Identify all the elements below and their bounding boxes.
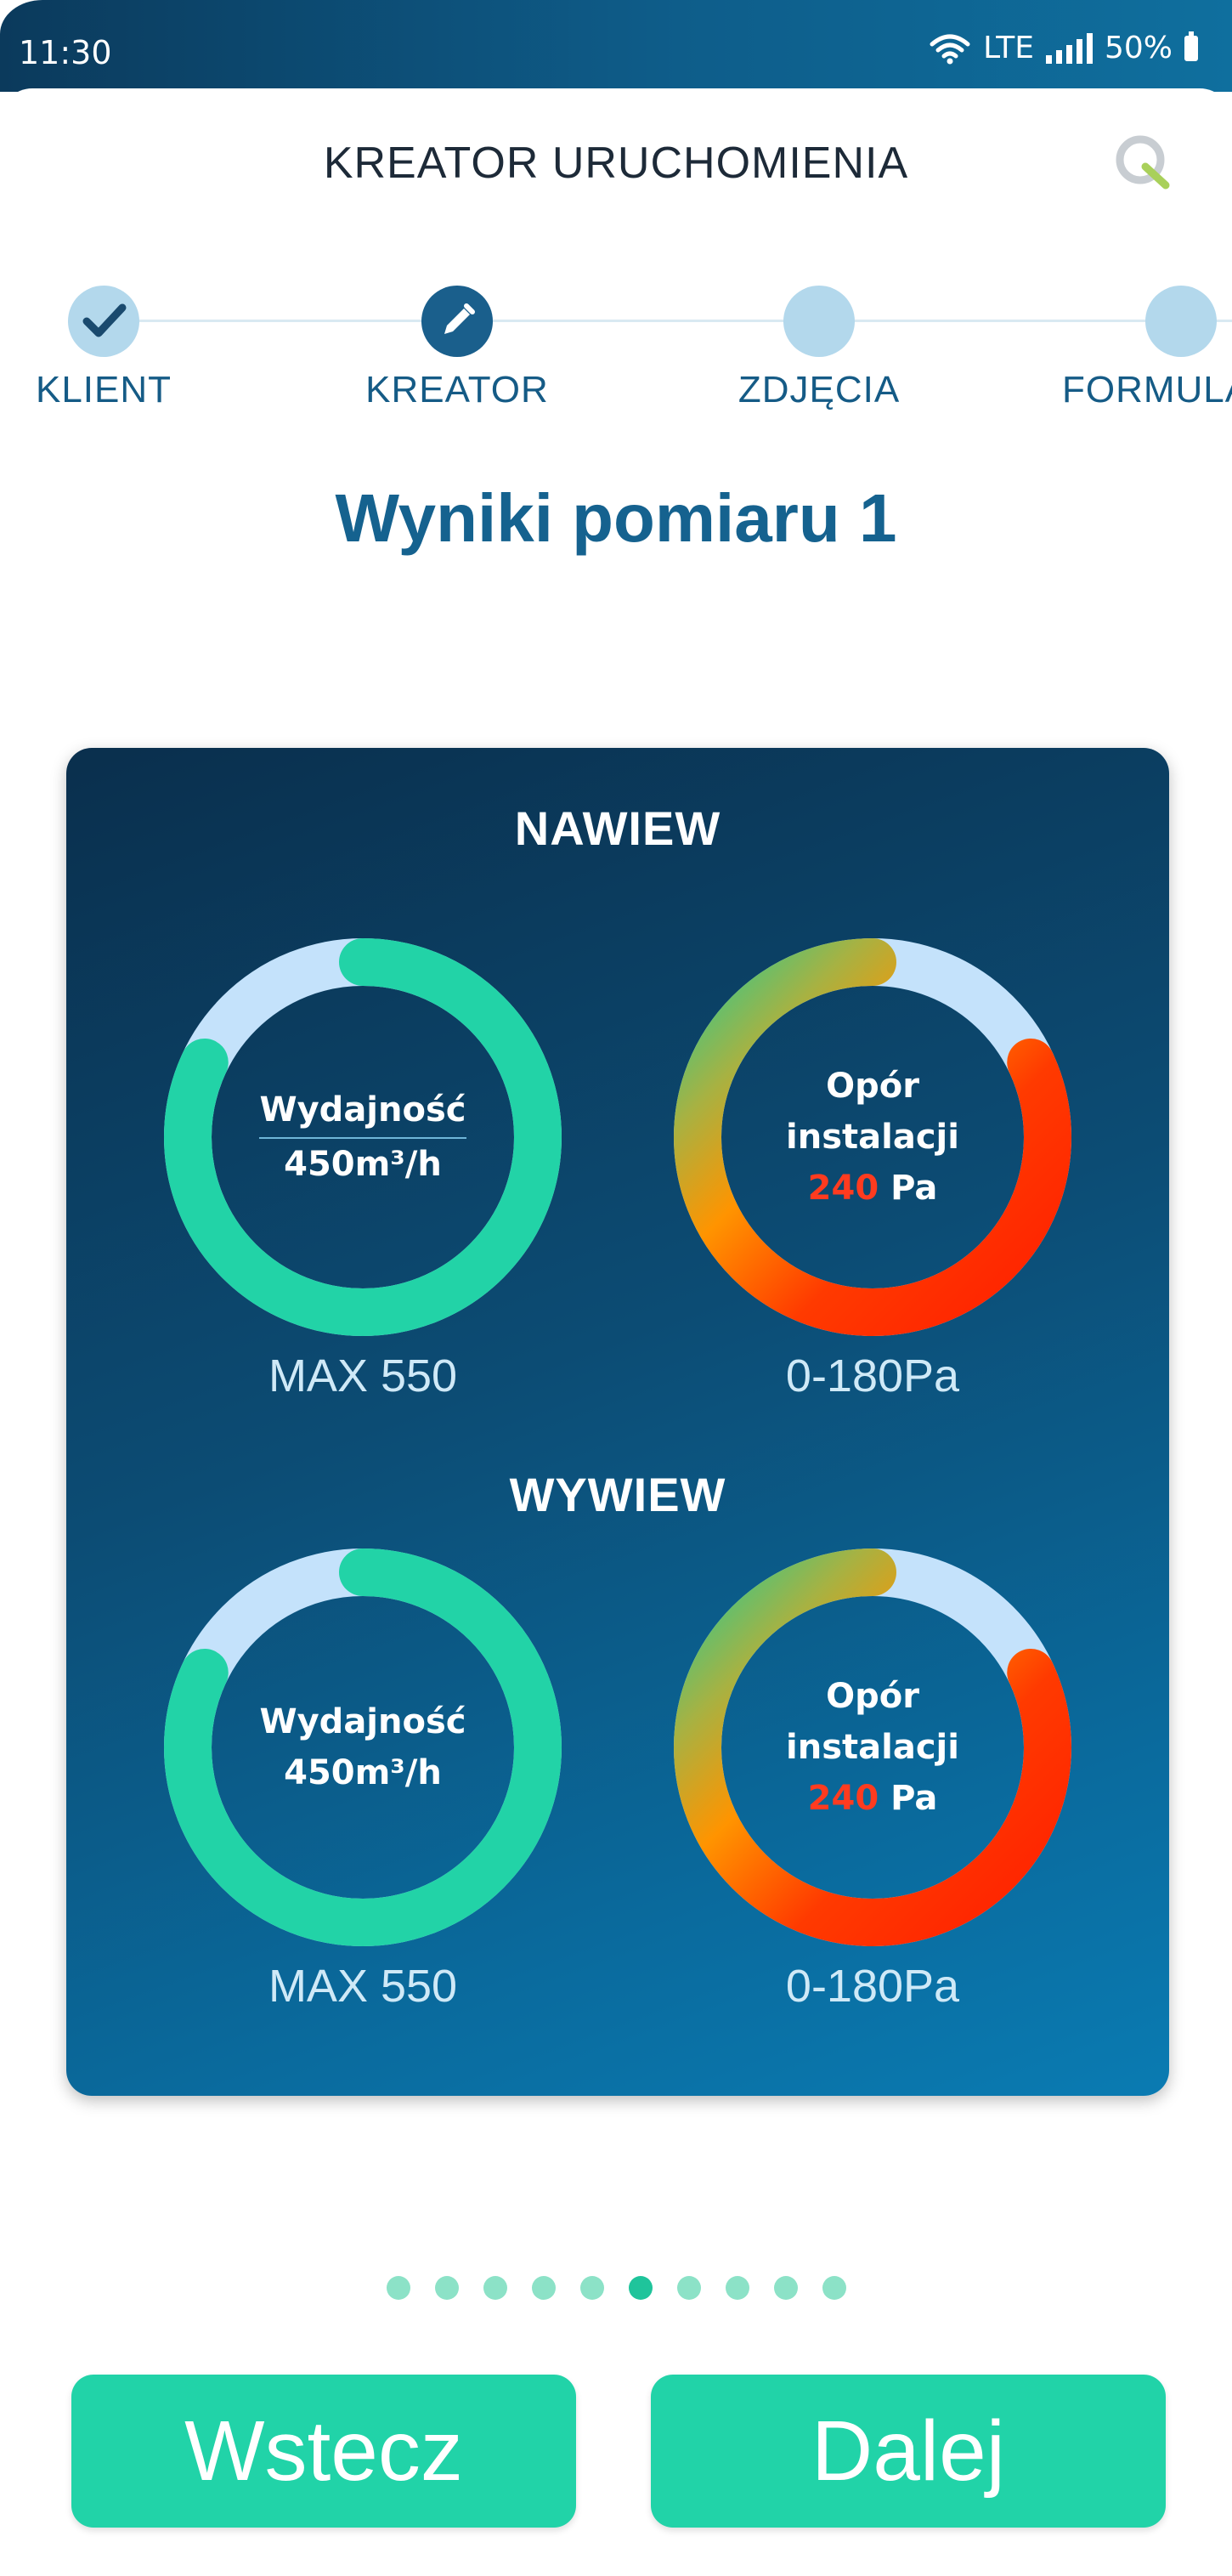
section-title-nawiew: NAWIEW: [514, 801, 721, 855]
pagination-dot[interactable]: [579, 2276, 604, 2300]
pagination-dot[interactable]: [434, 2276, 459, 2300]
resistance-label-1: Opór: [826, 1677, 919, 1716]
flow-value: 450m³/h: [284, 1145, 442, 1184]
pagination-dots: [0, 2276, 1232, 2300]
pagination-dot[interactable]: [483, 2276, 507, 2300]
resistance-ring-icon: [674, 938, 1071, 1336]
step-circle-pending: [783, 286, 855, 357]
signal-icon: [1045, 32, 1093, 64]
step-label: ZDJĘCIA: [738, 369, 901, 410]
pagination-dot[interactable]: [676, 2276, 701, 2300]
pagination-dot[interactable]: [386, 2276, 410, 2300]
flow-value: 450m³/h: [284, 1753, 442, 1792]
resistance-label-2: instalacji: [786, 1118, 959, 1157]
wywiew-flow-gauge: Wydajność 450m³/h: [159, 1543, 567, 1951]
resistance-reading: 240 Pa: [808, 1163, 938, 1214]
pencil-icon: [444, 303, 475, 334]
flow-caption: MAX 550: [268, 1961, 458, 2012]
resistance-unit: Pa: [890, 1169, 938, 1208]
flow-label: Wydajność: [259, 1084, 466, 1139]
step-circle-pending: [1145, 286, 1217, 357]
step-label: FORMULARZ: [1062, 369, 1232, 410]
step-label: KLIENT: [35, 369, 172, 410]
stepper-line: [102, 320, 1232, 322]
section-title-wywiew: WYWIEW: [509, 1468, 726, 1521]
resistance-label-2: instalacji: [786, 1728, 959, 1767]
nawiew-flow-gauge: Wydajność 450m³/h: [159, 933, 567, 1341]
resistance-value: 240: [807, 1779, 879, 1818]
resistance-ring-icon: [674, 1548, 1071, 1946]
step-kreator[interactable]: KREATOR: [355, 286, 559, 411]
back-button[interactable]: Wstecz: [71, 2375, 576, 2528]
step-zdjecia[interactable]: ZDJĘCIA: [717, 286, 921, 411]
app-screen: KREATOR URUCHOMIENIA KLIENT KREATOR ZDJĘ…: [0, 88, 1232, 2576]
resistance-caption: 0-180Pa: [785, 1350, 960, 1401]
status-time: 11:30: [19, 34, 112, 71]
next-button[interactable]: Dalej: [651, 2375, 1166, 2528]
resistance-label-1: Opór: [826, 1067, 919, 1106]
wifi-icon: [930, 34, 970, 64]
page-title: Wyniki pomiaru 1: [335, 480, 897, 556]
header-title: KREATOR URUCHOMIENIA: [323, 139, 909, 188]
pagination-dot-active[interactable]: [628, 2276, 653, 2300]
flow-label: Wydajność: [259, 1702, 466, 1741]
measurement-card: NAWIEW Wydajność 450m³/h MAX 550: [66, 748, 1169, 2096]
nawiew-resistance-gauge: Opór instalacji 240 Pa: [669, 933, 1077, 1341]
resistance-reading: 240 Pa: [808, 1773, 938, 1824]
resistance-unit: Pa: [890, 1779, 938, 1818]
battery-icon: [1184, 31, 1198, 61]
flow-ring-icon: [164, 1548, 562, 1946]
step-circle-active: [421, 286, 493, 357]
check-icon: [82, 303, 127, 337]
resistance-value: 240: [807, 1169, 879, 1208]
resistance-caption: 0-180Pa: [785, 1961, 960, 2012]
network-type: LTE: [983, 31, 1034, 65]
pagination-dot[interactable]: [822, 2276, 846, 2300]
status-icons: LTE 50%: [929, 31, 1198, 65]
battery-percent: 50%: [1104, 31, 1173, 65]
step-formularz[interactable]: FORMULARZ: [1062, 286, 1232, 411]
wywiew-resistance-gauge: Opór instalacji 240 Pa: [669, 1543, 1077, 1951]
step-klient[interactable]: KLIENT: [2, 286, 206, 411]
status-bar: 11:30 LTE 50%: [0, 0, 1232, 92]
flow-caption: MAX 550: [268, 1350, 458, 1401]
flow-ring-icon: [164, 938, 562, 1336]
pagination-dot[interactable]: [773, 2276, 798, 2300]
q-logo-icon[interactable]: [1110, 129, 1178, 197]
pagination-dot[interactable]: [725, 2276, 749, 2300]
step-circle-done: [68, 286, 139, 357]
step-label: KREATOR: [365, 369, 549, 410]
pagination-dot[interactable]: [531, 2276, 556, 2300]
